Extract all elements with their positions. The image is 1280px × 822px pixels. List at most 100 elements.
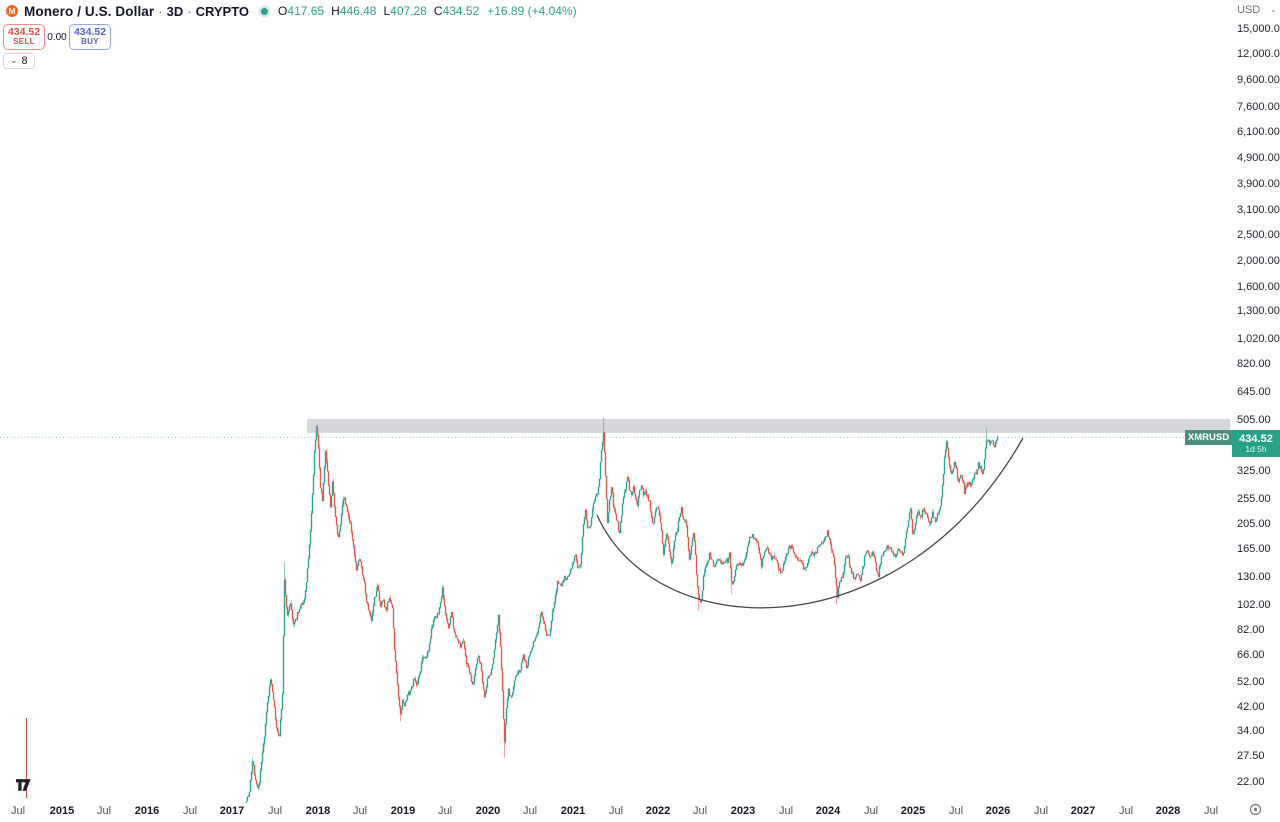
currency-label[interactable]: USD xyxy=(1237,4,1261,16)
price-axis-label: 255.00 xyxy=(1237,492,1271,505)
exchange-label[interactable]: CRYPTO xyxy=(195,3,250,19)
time-axis-month-label: Jul xyxy=(948,805,964,817)
price-axis-label: 820.00 xyxy=(1237,357,1271,370)
time-axis-year-label: 2020 xyxy=(475,805,501,817)
tradingview-logo[interactable] xyxy=(16,779,31,791)
price-axis[interactable]: USD ⌄ 15,000.00 12,000.00 9,600.00 7,600.00… xyxy=(1232,0,1280,800)
price-axis-label: 1,300.00 xyxy=(1237,304,1280,317)
price-axis-label: 27.50 xyxy=(1237,749,1265,762)
time-axis-month-label: Jul xyxy=(267,805,283,817)
price-axis-label: 325.00 xyxy=(1237,464,1271,477)
time-axis-month-label: Jul xyxy=(778,805,794,817)
price-axis-label: 34.00 xyxy=(1237,725,1265,738)
collapsed-widget[interactable]: ⌄ 8 xyxy=(3,53,35,69)
ohlc-values: O417.65 H446.48 L407.28 C434.52 +16.89 (… xyxy=(278,4,577,18)
candles xyxy=(245,417,999,803)
buy-label: BUY xyxy=(81,37,99,47)
change-value: +16.89 (+4.04%) xyxy=(487,4,577,18)
price-axis-label: 6,100.00 xyxy=(1237,126,1280,139)
price-axis-label: 3,900.00 xyxy=(1237,177,1280,190)
widget-count: 8 xyxy=(21,55,28,67)
legend-separator: · xyxy=(187,3,192,19)
close-label: C xyxy=(433,4,443,18)
time-axis-month-label: Jul xyxy=(437,805,453,817)
price-axis-label: 505.00 xyxy=(1237,413,1271,426)
time-axis-month-label: Jul xyxy=(1203,805,1219,817)
price-axis-label: 2,500.00 xyxy=(1237,229,1280,242)
price-axis-label: 4,900.00 xyxy=(1237,151,1280,164)
time-axis-month-label: Jul xyxy=(96,805,112,817)
price-axis-label: 52.00 xyxy=(1237,676,1265,689)
price-axis-label: 102.00 xyxy=(1237,598,1271,611)
price-axis-label: 205.00 xyxy=(1237,517,1271,530)
time-axis-year-label: 2016 xyxy=(134,805,160,817)
time-axis-month-label: Jul xyxy=(10,805,26,817)
resistance-zone-drawing[interactable] xyxy=(307,418,1230,433)
price-axis-label: 82.00 xyxy=(1237,623,1265,636)
time-axis-year-label: 2018 xyxy=(305,805,331,817)
price-axis-label: 1,600.00 xyxy=(1237,280,1280,293)
sell-price: 434.52 xyxy=(7,26,41,39)
interval-label[interactable]: 3D xyxy=(166,3,184,19)
time-axis-month-label: Jul xyxy=(1033,805,1049,817)
cup-curve-drawing[interactable] xyxy=(596,437,1024,609)
bar-countdown: 1d 5h xyxy=(1245,443,1267,454)
open-label: O xyxy=(278,4,288,18)
price-axis-label: 645.00 xyxy=(1237,385,1271,398)
sell-label: SELL xyxy=(13,37,35,47)
time-axis-year-label: 2023 xyxy=(730,805,756,817)
time-axis-month-label: Jul xyxy=(352,805,368,817)
close-value: 434.52 xyxy=(442,4,480,18)
time-axis-month-label: Jul xyxy=(1118,805,1134,817)
time-axis-month-label: Jul xyxy=(863,805,879,817)
price-axis-label: 9,600.00 xyxy=(1237,74,1280,86)
chevron-down-icon: ⌄ xyxy=(10,54,18,65)
time-axis-year-label: 2019 xyxy=(390,805,416,817)
time-axis-year-label: 2026 xyxy=(985,805,1011,817)
buy-button[interactable]: 434.52 BUY xyxy=(69,24,111,50)
time-axis-year-label: 2021 xyxy=(560,805,586,817)
time-axis-month-label: Jul xyxy=(692,805,708,817)
price-axis-label: 7,600.00 xyxy=(1237,101,1280,113)
time-axis-year-label: 2017 xyxy=(219,805,245,817)
time-axis-year-label: 2027 xyxy=(1070,805,1096,817)
high-label: H xyxy=(331,4,340,18)
symbol-title[interactable]: Monero / U.S. Dollar xyxy=(24,3,155,19)
time-axis-year-label: 2015 xyxy=(49,805,75,817)
spread-value: 0.00 xyxy=(47,31,67,43)
price-axis-label: 165.00 xyxy=(1237,542,1271,555)
price-axis-label: 12,000.00 xyxy=(1237,48,1280,61)
time-axis-month-label: Jul xyxy=(608,805,624,817)
low-label: L xyxy=(383,4,391,18)
price-axis-label: 130.00 xyxy=(1237,570,1271,583)
price-axis-label: 2,000.00 xyxy=(1237,255,1280,267)
low-value: 407.28 xyxy=(390,4,427,18)
time-axis-year-label: 2024 xyxy=(815,805,841,817)
high-value: 446.48 xyxy=(339,4,377,18)
price-axis-label: 15,000.00 xyxy=(1237,22,1280,35)
price-axis-label: 42.00 xyxy=(1237,700,1265,713)
time-axis-month-label: Jul xyxy=(522,805,538,817)
legend-separator: · xyxy=(158,3,163,19)
trade-panel: 434.52 SELL 0.00 434.52 BUY xyxy=(3,24,111,50)
sell-button[interactable]: 434.52 SELL xyxy=(3,24,45,50)
time-axis[interactable]: Jul 2015 Jul 2016 Jul 2017 Jul 2018 Jul 2019 Jul 20… xyxy=(0,800,1280,822)
price-axis-label: 66.00 xyxy=(1237,648,1265,661)
current-price-value: 434.52 xyxy=(1239,432,1273,445)
time-axis-year-label: 2025 xyxy=(900,805,926,817)
buy-price: 434.52 xyxy=(73,26,107,39)
price-axis-label: 3,100.00 xyxy=(1237,204,1280,217)
price-axis-label: 1,020.00 xyxy=(1237,332,1280,345)
monero-coin-icon: M xyxy=(6,5,18,17)
symbol-legend[interactable]: M Monero / U.S. Dollar · 3D · CRYPTO O41… xyxy=(6,3,577,19)
open-value: 417.65 xyxy=(287,4,325,18)
current-price-tag: 434.52 1d 5h xyxy=(1232,430,1280,457)
symbol-price-tag: XMRUSD xyxy=(1185,430,1232,445)
target-icon[interactable] xyxy=(1248,802,1263,817)
currency-caret-icon: ⌄ xyxy=(1270,5,1277,14)
time-axis-year-label: 2022 xyxy=(645,805,671,817)
price-axis-label: 22.00 xyxy=(1237,775,1265,788)
market-status-icon[interactable] xyxy=(261,7,269,15)
